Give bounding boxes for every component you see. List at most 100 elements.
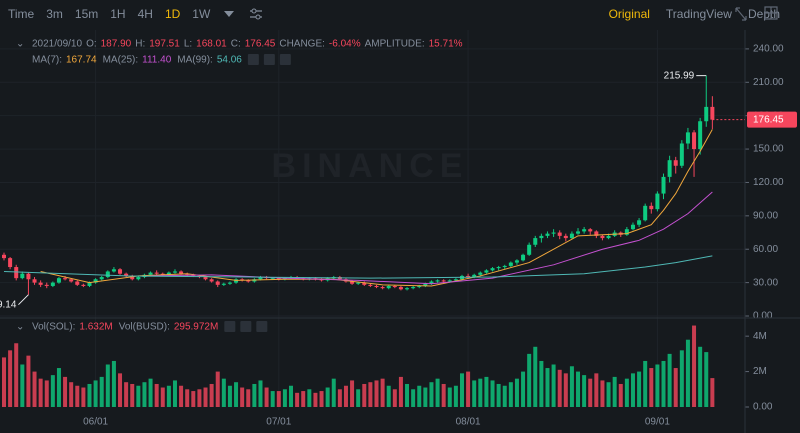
volume-bar (118, 373, 123, 407)
candle-body (289, 277, 294, 279)
volume-bar (374, 380, 379, 407)
view-button[interactable]: Original (608, 7, 650, 21)
volume-bar (142, 382, 147, 407)
ma-legend-value: 54.06 (217, 55, 242, 66)
candle-body (692, 132, 697, 150)
ma-line (150, 191, 713, 285)
volume-bar (215, 371, 220, 407)
candle-body (319, 279, 324, 281)
interval-button[interactable]: 3m (46, 7, 63, 21)
candle-body (661, 176, 666, 194)
candle-body (185, 273, 190, 275)
volume-bar (661, 360, 666, 407)
candle-body (295, 277, 300, 279)
volume-bar (411, 389, 416, 407)
min-marker (18, 294, 29, 306)
volume-bar (612, 376, 617, 407)
volume-bar (551, 364, 556, 407)
volume-bar (105, 364, 110, 407)
candle-body (69, 279, 74, 282)
volume-bar (380, 378, 385, 407)
volume-bar (264, 387, 269, 407)
volume-bar (289, 385, 294, 407)
y-tick-label: 4M (753, 331, 767, 342)
candle-body (130, 275, 135, 280)
volume-bar (319, 391, 324, 407)
interval-button[interactable]: 1D (164, 7, 181, 21)
volume-bar (435, 378, 440, 407)
candle-body (246, 280, 251, 282)
candle-body (533, 238, 538, 245)
volume-bar (166, 385, 171, 407)
volume-bar (295, 392, 300, 407)
interval-button[interactable]: 1H (110, 7, 126, 21)
y-tick-label: 2M (753, 366, 767, 377)
volume-bar (441, 383, 446, 407)
y-tick-label: 90.00 (753, 210, 778, 221)
volume-bar (679, 350, 684, 407)
toolbar: Time 3m 15m 1H 4H 1D 1W Original TradingView Dep… (0, 0, 800, 28)
candle-body (563, 235, 568, 239)
candle-body (527, 244, 532, 255)
candle-body (118, 269, 123, 274)
volume-bar (307, 389, 312, 407)
interval-button[interactable]: 1W (192, 7, 211, 21)
candle-body (282, 278, 287, 280)
view-button[interactable]: TradingView (665, 7, 732, 21)
header-date: 2021/09/10 (32, 39, 82, 50)
candle-body (362, 282, 367, 285)
interval-button[interactable]: 15m (74, 7, 99, 21)
candle-body (423, 283, 428, 286)
candle-body (453, 279, 458, 281)
volume-bar (362, 383, 367, 407)
header-field-label: C: (231, 39, 241, 50)
volume-bar (630, 373, 635, 407)
candle-body (240, 279, 245, 281)
volume-bar (539, 360, 544, 407)
candle-body (148, 272, 153, 275)
volume-bar (637, 371, 642, 407)
candle-body (685, 132, 690, 144)
header-field-value: 197.51 (149, 39, 180, 50)
candle-body (56, 278, 61, 283)
candle-body (179, 271, 184, 274)
volume-bar (276, 391, 281, 407)
volume-bar (698, 346, 703, 407)
candle-body (258, 277, 263, 280)
volume-bar (466, 371, 471, 407)
legend-button (240, 321, 252, 332)
settings-icon[interactable] (248, 7, 264, 21)
volume-bar (478, 378, 483, 407)
candle-body (14, 267, 19, 279)
volume-bar (490, 380, 495, 407)
y-tick-label: 0.00 (753, 402, 773, 413)
volume-bar (252, 383, 257, 407)
candle-body (392, 285, 397, 288)
dropdown-icon[interactable] (222, 9, 236, 19)
volume-bar (337, 389, 342, 407)
candle-body (20, 273, 25, 279)
candle-body (618, 232, 623, 235)
volume-bar (209, 383, 214, 407)
volume-bar (331, 378, 336, 407)
volume-bar (398, 376, 403, 407)
volume-bar (472, 380, 477, 407)
candle-body (264, 277, 269, 279)
volume-bar (392, 389, 397, 407)
candle-body (643, 205, 648, 221)
vol-legend-label: Vol(SOL): (32, 322, 75, 333)
header-field-label: H: (135, 39, 145, 50)
view-button[interactable]: Depth (747, 7, 780, 21)
candle-body (478, 272, 483, 275)
interval-button[interactable]: 4H (137, 7, 153, 21)
volume-bar (75, 385, 80, 407)
candle-body (75, 281, 80, 285)
volume-bar (600, 380, 605, 407)
volume-bar (508, 382, 513, 407)
volume-bar (203, 387, 208, 407)
candle-body (50, 282, 55, 286)
volume-bar (185, 389, 190, 407)
volume-bar (484, 376, 489, 407)
volume-bar (557, 369, 562, 407)
